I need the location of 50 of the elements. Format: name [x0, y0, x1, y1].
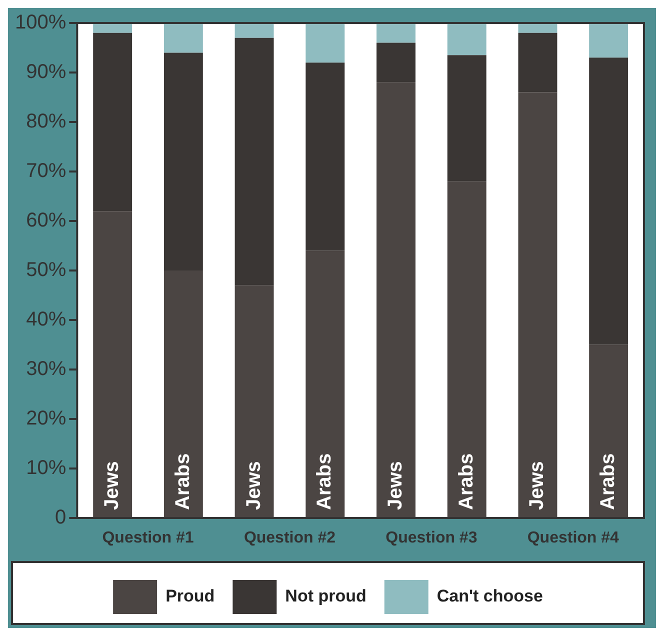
bar [376, 42, 416, 82]
x-tick-label: Jews [384, 461, 407, 510]
bar [518, 23, 558, 33]
bar [518, 92, 558, 517]
x-tick-label: Arabs [172, 453, 194, 510]
bar [589, 23, 628, 58]
bar [447, 23, 486, 56]
bar [93, 23, 132, 33]
y-tick-label: 20% [26, 408, 66, 430]
bar [234, 38, 274, 286]
bar [518, 32, 558, 92]
y-tick-label: 40% [26, 308, 66, 331]
bar [164, 23, 203, 53]
x-tick-label: Jews [526, 461, 548, 510]
bar [376, 82, 416, 517]
legend-label: Can't choose [436, 586, 543, 606]
y-tick-label: 50% [26, 259, 66, 282]
bar [164, 270, 203, 517]
bar [234, 285, 274, 517]
bar [234, 23, 274, 38]
bar [376, 23, 416, 43]
bar [164, 52, 203, 270]
y-tick-label: 70% [26, 160, 66, 182]
y-tick-label: 0 [55, 506, 66, 529]
legend-label: Not proud [285, 586, 366, 606]
bar [306, 62, 345, 251]
y-tick-label: 60% [26, 210, 66, 232]
y-tick-label: 90% [26, 61, 66, 84]
y-tick-label: 30% [26, 358, 66, 380]
text: Question #3 [386, 529, 478, 546]
text: Question #2 [244, 529, 336, 546]
x-tick-label: Arabs [597, 453, 620, 510]
bar [447, 55, 486, 182]
bar [589, 58, 628, 345]
x-tick-label: Arabs [314, 453, 336, 510]
bar [93, 211, 132, 517]
bar [589, 344, 628, 517]
x-tick-label: Jews [242, 461, 265, 510]
text: Question #4 [527, 529, 620, 546]
bar [306, 23, 345, 63]
legend-label: Proud [166, 586, 215, 606]
y-tick-label: 100% [14, 12, 66, 34]
bar [447, 181, 486, 517]
y-tick-label: 10% [26, 457, 66, 480]
x-tick-label: Arabs [455, 453, 478, 510]
bar [306, 250, 345, 517]
bar [93, 32, 132, 212]
y-tick-label: 80% [26, 110, 66, 133]
text: Question #1 [102, 529, 194, 546]
x-tick-label: Jews [101, 461, 124, 510]
